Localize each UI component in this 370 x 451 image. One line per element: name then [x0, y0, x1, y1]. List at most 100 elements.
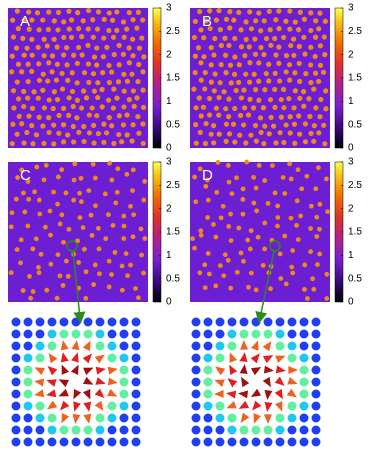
- density-peak: [256, 78, 262, 84]
- density-peak: [216, 131, 222, 137]
- density-peak: [94, 45, 100, 51]
- colorbar-tick-label: 0.5: [348, 119, 362, 130]
- density-peak: [198, 232, 204, 238]
- density-peak: [40, 87, 46, 93]
- density-peak: [311, 122, 317, 129]
- density-peak: [25, 223, 31, 229]
- density-peak: [99, 104, 105, 110]
- density-peak: [202, 262, 208, 268]
- spin-arrow: [239, 364, 248, 375]
- density-peak: [55, 252, 61, 258]
- density-peak: [59, 86, 66, 92]
- colorbar-tick-label: 0: [348, 143, 354, 154]
- spin-arrow: [34, 378, 45, 387]
- density-peak: [32, 189, 37, 195]
- density-peak: [221, 273, 227, 279]
- density-peak: [220, 203, 226, 209]
- density-peak: [308, 10, 314, 16]
- heatmap-background: [8, 162, 148, 302]
- density-peak: [286, 62, 293, 68]
- density-peak: [46, 115, 52, 121]
- density-peak: [216, 94, 222, 101]
- density-peak: [128, 262, 133, 268]
- density-peak: [44, 43, 50, 49]
- density-peak: [40, 123, 46, 129]
- density-peak: [267, 97, 274, 103]
- spin-arrow: [226, 390, 237, 399]
- spin: [191, 401, 201, 411]
- spin-arrow: [70, 376, 81, 386]
- density-peak: [225, 257, 231, 263]
- density-peak: [241, 122, 247, 128]
- density-peak: [20, 288, 26, 293]
- density-peak: [275, 215, 281, 220]
- density-peak: [13, 196, 19, 202]
- spin: [131, 425, 141, 435]
- colorbar-tick-label: 3: [348, 157, 354, 168]
- density-peak: [51, 141, 57, 147]
- density-peak: [131, 212, 137, 218]
- density-peak: [225, 163, 231, 168]
- density-peak: [295, 167, 301, 173]
- spin: [311, 389, 321, 399]
- density-peak: [123, 251, 129, 256]
- density-peak: [60, 283, 66, 288]
- density-peak: [79, 52, 85, 58]
- colorbar-tick-label: 0.5: [166, 119, 180, 130]
- density-peak: [136, 130, 142, 136]
- density-peak: [192, 53, 198, 59]
- spin-arrow: [250, 388, 262, 397]
- spin: [11, 389, 21, 399]
- density-peak: [306, 96, 312, 102]
- density-peak: [130, 167, 136, 173]
- spin-arrow: [83, 413, 92, 424]
- spin: [131, 365, 141, 375]
- density-peak: [134, 25, 140, 31]
- spin-arrow: [263, 414, 272, 424]
- spin: [35, 413, 45, 423]
- density-peak: [107, 160, 112, 166]
- density-peak: [236, 79, 242, 85]
- spin: [35, 353, 45, 363]
- density-peak: [81, 70, 88, 76]
- spin: [11, 365, 21, 375]
- density-peak: [26, 26, 32, 32]
- density-peak: [54, 61, 60, 67]
- spin: [11, 377, 21, 387]
- spin: [239, 329, 249, 339]
- spin: [107, 317, 117, 327]
- density-peak: [83, 95, 90, 101]
- spin: [251, 317, 261, 327]
- spin-arrow: [252, 400, 262, 411]
- density-peak: [106, 27, 112, 34]
- density-peak: [218, 215, 224, 221]
- density-peak: [208, 131, 214, 137]
- density-peak: [25, 95, 31, 101]
- arrow: [72, 250, 86, 324]
- density-peak: [232, 105, 238, 112]
- density-peak: [19, 69, 25, 75]
- density-peak: [232, 139, 238, 145]
- density-peak: [19, 167, 25, 173]
- spin-arrow: [250, 367, 262, 376]
- spin-arrow: [71, 340, 80, 351]
- density-peak: [126, 45, 132, 51]
- spin: [71, 437, 81, 447]
- density-peak: [193, 105, 199, 111]
- spin: [119, 317, 129, 327]
- spin: [107, 413, 117, 423]
- spin: [239, 437, 249, 447]
- spin: [83, 437, 93, 447]
- density-peak: [227, 62, 234, 68]
- density-peak: [302, 287, 307, 292]
- density-peak: [29, 52, 35, 58]
- density-peak: [111, 140, 117, 147]
- density-peak: [202, 285, 208, 291]
- density-peak: [133, 286, 138, 291]
- density-peak: [66, 95, 72, 101]
- spin: [251, 437, 261, 447]
- density-peak: [317, 10, 323, 16]
- density-peak: [193, 122, 199, 128]
- highlight-circle: [269, 240, 281, 252]
- density-peak: [262, 178, 268, 183]
